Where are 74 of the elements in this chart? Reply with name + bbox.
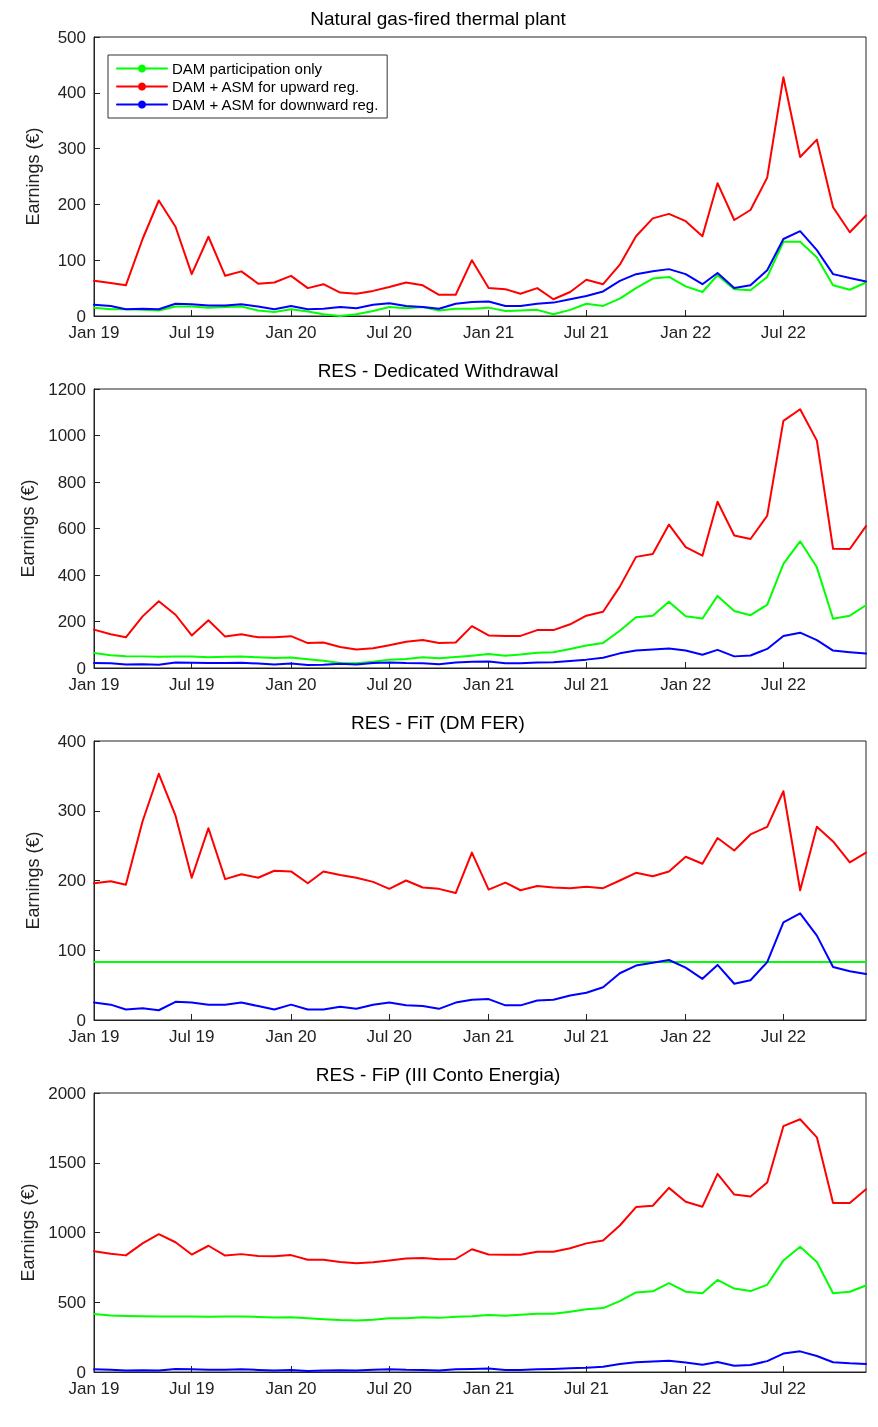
x-tick-label: Jul 22 — [760, 1027, 807, 1046]
x-tick-label: Jul 21 — [563, 675, 610, 694]
x-tick-label: Jan 19 — [68, 1379, 120, 1398]
y-tick-label: 400 — [57, 83, 86, 103]
x-tick-label: Jan 20 — [265, 1379, 317, 1398]
x-tick-label: Jan 22 — [660, 1379, 712, 1398]
y-tick-label: 200 — [57, 871, 86, 890]
y-tick-label: 400 — [57, 731, 86, 751]
y-tick-label: 2000 — [48, 1083, 86, 1103]
chart-title: RES - FiP (III Conto Energia) — [315, 1064, 561, 1085]
line-series — [93, 540, 867, 665]
x-tick-label: Jul 20 — [366, 323, 412, 342]
y-tick-label: 0 — [76, 1362, 86, 1382]
x-tick-label: Jan 20 — [265, 1027, 317, 1046]
x-tick-label: Jul 22 — [760, 1379, 807, 1398]
line-series — [93, 76, 867, 301]
x-tick-label: Jan 21 — [463, 675, 515, 694]
x-tick-label: Jul 22 — [760, 675, 807, 694]
line-series — [93, 1245, 867, 1322]
y-tick-label: 1000 — [48, 426, 86, 445]
y-tick-label: 500 — [57, 1292, 86, 1312]
line-series — [93, 1118, 867, 1265]
y-tick-label: 1000 — [48, 1223, 86, 1242]
x-tick-label: Jan 21 — [463, 1379, 515, 1398]
x-tick-label: Jan 20 — [265, 675, 317, 694]
chart-title: Natural gas-fired thermal plant — [310, 8, 567, 29]
y-tick-label: 100 — [57, 250, 86, 270]
y-tick-label: 200 — [57, 194, 86, 214]
chart-title: RES - Dedicated Withdrawal — [317, 360, 559, 381]
y-tick-label: 800 — [57, 472, 86, 492]
y-axis-title: Earnings (€) — [23, 831, 43, 930]
x-tick-label: Jan 21 — [463, 323, 515, 342]
x-tick-label: Jan 19 — [68, 675, 120, 694]
x-tick-label: Jul 21 — [563, 1027, 610, 1046]
y-tick-label: 1200 — [48, 379, 86, 399]
y-tick-label: 0 — [76, 1010, 86, 1030]
y-tick-label: 300 — [57, 801, 86, 821]
line-series — [93, 230, 867, 311]
y-tick-label: 1500 — [48, 1153, 86, 1173]
x-tick-label: Jul 19 — [169, 323, 215, 342]
x-tick-label: Jul 21 — [563, 323, 610, 342]
y-tick-label: 300 — [57, 139, 86, 159]
legend-label: DAM participation only — [172, 60, 323, 77]
legend-label: DAM + ASM for upward reg. — [172, 78, 360, 95]
chart-title: RES - FiT (DM FER) — [351, 712, 525, 733]
y-tick-label: 100 — [57, 940, 86, 960]
x-tick-label: Jan 19 — [68, 1027, 120, 1046]
y-axis-title: Earnings (€) — [18, 479, 39, 578]
line-series — [93, 408, 867, 651]
x-tick-label: Jan 22 — [660, 675, 712, 694]
x-tick-label: Jan 19 — [68, 323, 120, 342]
x-tick-label: Jul 20 — [366, 1379, 412, 1398]
y-axis-title: Earnings (€) — [23, 127, 43, 226]
y-tick-label: 200 — [57, 612, 86, 631]
y-tick-label: 0 — [76, 658, 86, 678]
x-tick-label: Jul 20 — [366, 1027, 412, 1046]
x-tick-label: Jan 22 — [660, 323, 712, 342]
x-tick-label: Jul 20 — [366, 675, 412, 694]
y-tick-label: 600 — [57, 519, 86, 538]
x-tick-label: Jan 20 — [265, 323, 317, 342]
y-axis-title: Earnings (€) — [18, 1183, 39, 1282]
x-tick-label: Jul 19 — [169, 1379, 215, 1398]
y-tick-label: 0 — [76, 306, 86, 326]
x-tick-label: Jul 22 — [760, 323, 807, 342]
x-tick-label: Jul 19 — [169, 675, 215, 694]
x-tick-label: Jul 19 — [169, 1027, 215, 1046]
y-tick-label: 500 — [57, 27, 86, 47]
x-tick-label: Jul 21 — [563, 1379, 610, 1398]
legend-label: DAM + ASM for downward reg. — [172, 96, 379, 113]
x-tick-label: Jan 21 — [463, 1027, 515, 1046]
y-tick-label: 400 — [57, 565, 86, 585]
line-series — [93, 772, 867, 895]
x-tick-label: Jan 22 — [660, 1027, 712, 1046]
line-series — [93, 912, 867, 1012]
